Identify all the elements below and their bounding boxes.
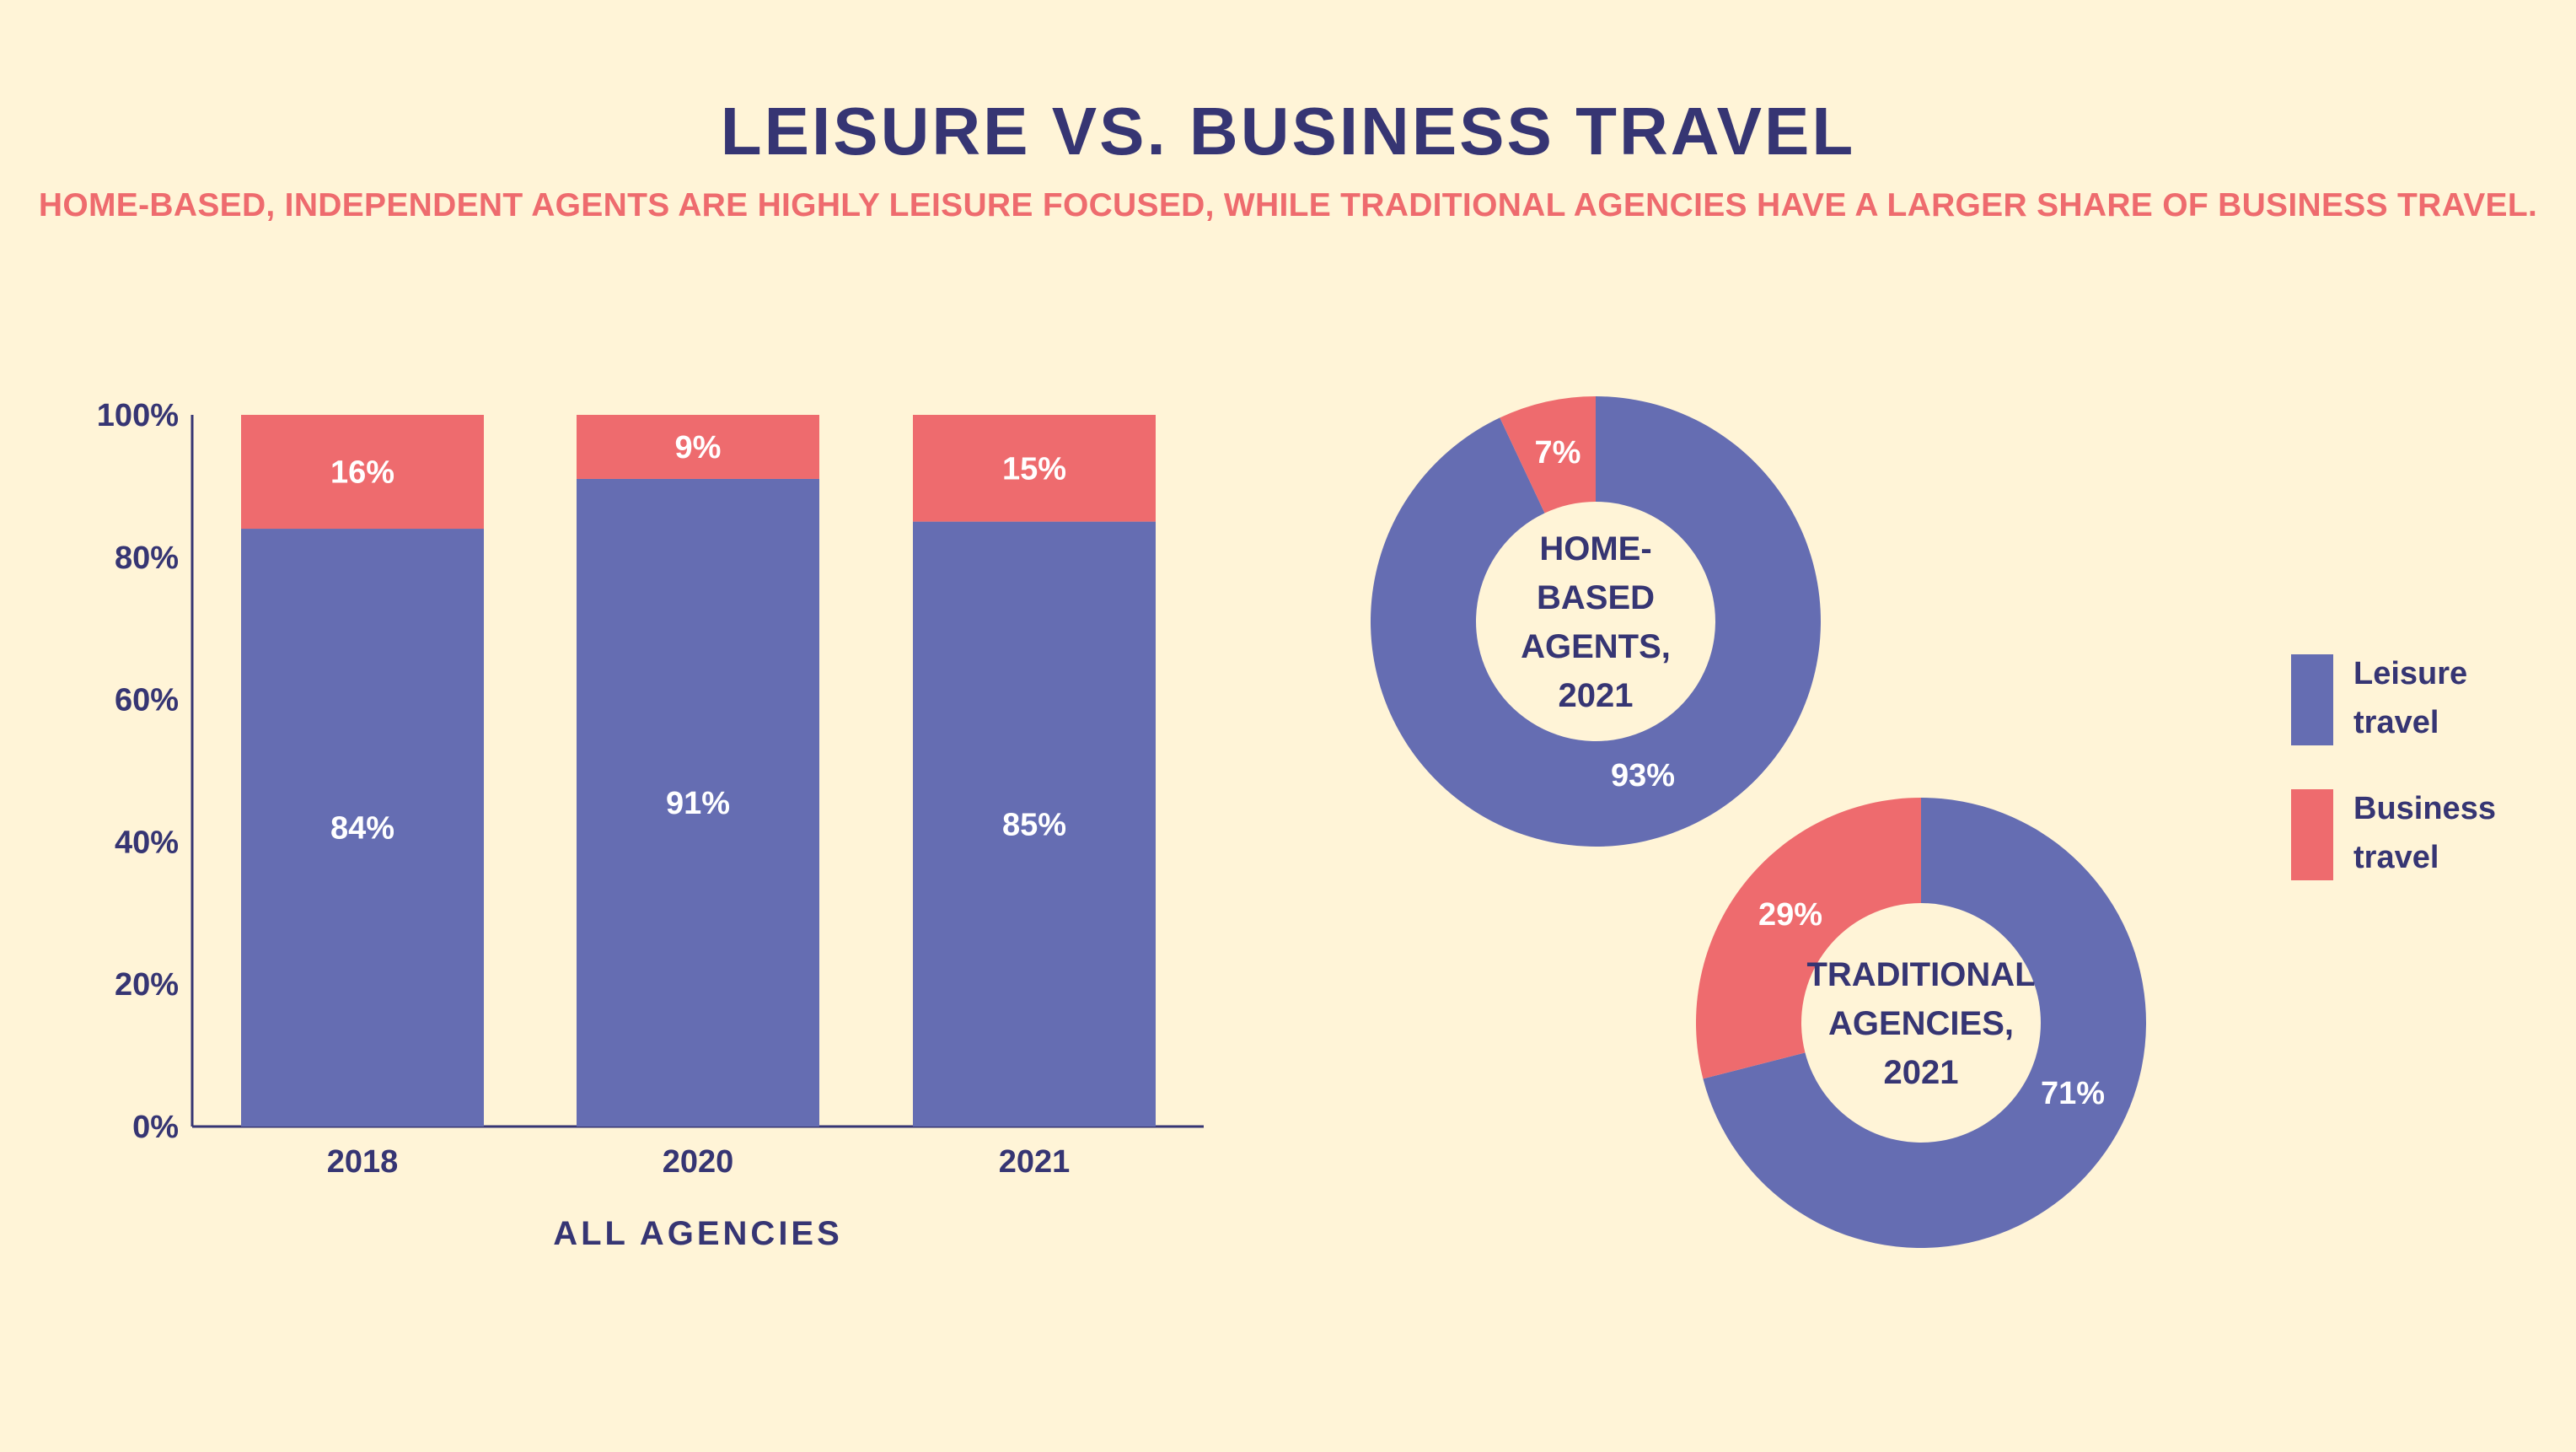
stacked-bar-chart: 0% 20% 40% 60% 80% 100% 84% 16% 2018 91% 9% 2020 85%… <box>97 398 1204 1252</box>
donut-center-label: TRADITIONAL <box>1806 956 2035 993</box>
donut-slice-business <box>1696 798 1921 1079</box>
bar-data-label: 15% <box>1002 451 1066 487</box>
bar-data-label: 91% <box>666 786 730 821</box>
x-axis-title: ALL AGENCIES <box>553 1215 843 1252</box>
bar-segment-leisure-2018 <box>241 529 484 1127</box>
donut-slice-leisure <box>1703 798 2147 1249</box>
bar-data-label: 84% <box>330 811 394 847</box>
bar-segment-leisure-2020 <box>577 478 819 1127</box>
legend-item-leisure: Leisure travel <box>2291 654 2497 747</box>
y-tick-label: 40% <box>115 825 179 860</box>
legend-swatch-business <box>2291 789 2333 880</box>
donut-center-label: HOME- <box>1539 530 1651 567</box>
y-tick-label: 80% <box>115 540 179 576</box>
donut-data-label: 93% <box>1611 758 1675 793</box>
x-tick-label: 2021 <box>999 1144 1071 1180</box>
bar-segment-leisure-2021 <box>913 521 1156 1127</box>
donut-data-label: 71% <box>2041 1076 2105 1111</box>
x-tick-label: 2018 <box>327 1144 399 1180</box>
legend: Leisure travel Business travel <box>2291 654 2497 924</box>
bar-data-label: 85% <box>1002 807 1066 842</box>
y-tick-label: 0% <box>132 1110 179 1145</box>
legend-label-business: Business travel <box>2353 791 2496 875</box>
legend-label-leisure: Leisure travel <box>2353 656 2468 740</box>
legend-swatch-leisure <box>2291 654 2333 745</box>
x-tick-label: 2020 <box>663 1144 734 1180</box>
donut-center-label: 2021 <box>1559 677 1634 714</box>
bar-segment-business-2018 <box>241 415 484 530</box>
donut-center-label: AGENCIES, <box>1828 1005 2014 1042</box>
y-tick-label: 100% <box>97 398 179 433</box>
bar-data-label: 16% <box>330 455 394 491</box>
legend-item-business: Business travel <box>2291 789 2497 882</box>
page-subtitle: HOME-BASED, INDEPENDENT AGENTS ARE HIGHL… <box>38 187 2538 223</box>
donut-home-based-agents: 93% 7% HOME- BASED AGENTS, 2021 <box>1370 396 1821 847</box>
donut-slice-leisure <box>1370 396 1821 847</box>
donut-traditional-agencies: 71% 29% TRADITIONAL AGENCIES, 2021 <box>1696 798 2147 1249</box>
y-tick-label: 20% <box>115 967 179 1003</box>
donut-slice-business <box>1500 396 1596 514</box>
donut-data-label: 7% <box>1535 435 1581 471</box>
bar-segment-business-2020 <box>577 415 819 479</box>
y-tick-label: 60% <box>115 683 179 718</box>
donut-center-label: BASED <box>1537 579 1655 616</box>
donut-center-label: 2021 <box>1884 1054 1959 1091</box>
page-title: LEISURE VS. BUSINESS TRAVEL <box>720 94 1856 169</box>
donut-center-label: AGENTS, <box>1521 628 1671 665</box>
donut-data-label: 29% <box>1758 897 1822 933</box>
bar-segment-business-2021 <box>913 415 1156 522</box>
bar-data-label: 9% <box>675 430 722 465</box>
